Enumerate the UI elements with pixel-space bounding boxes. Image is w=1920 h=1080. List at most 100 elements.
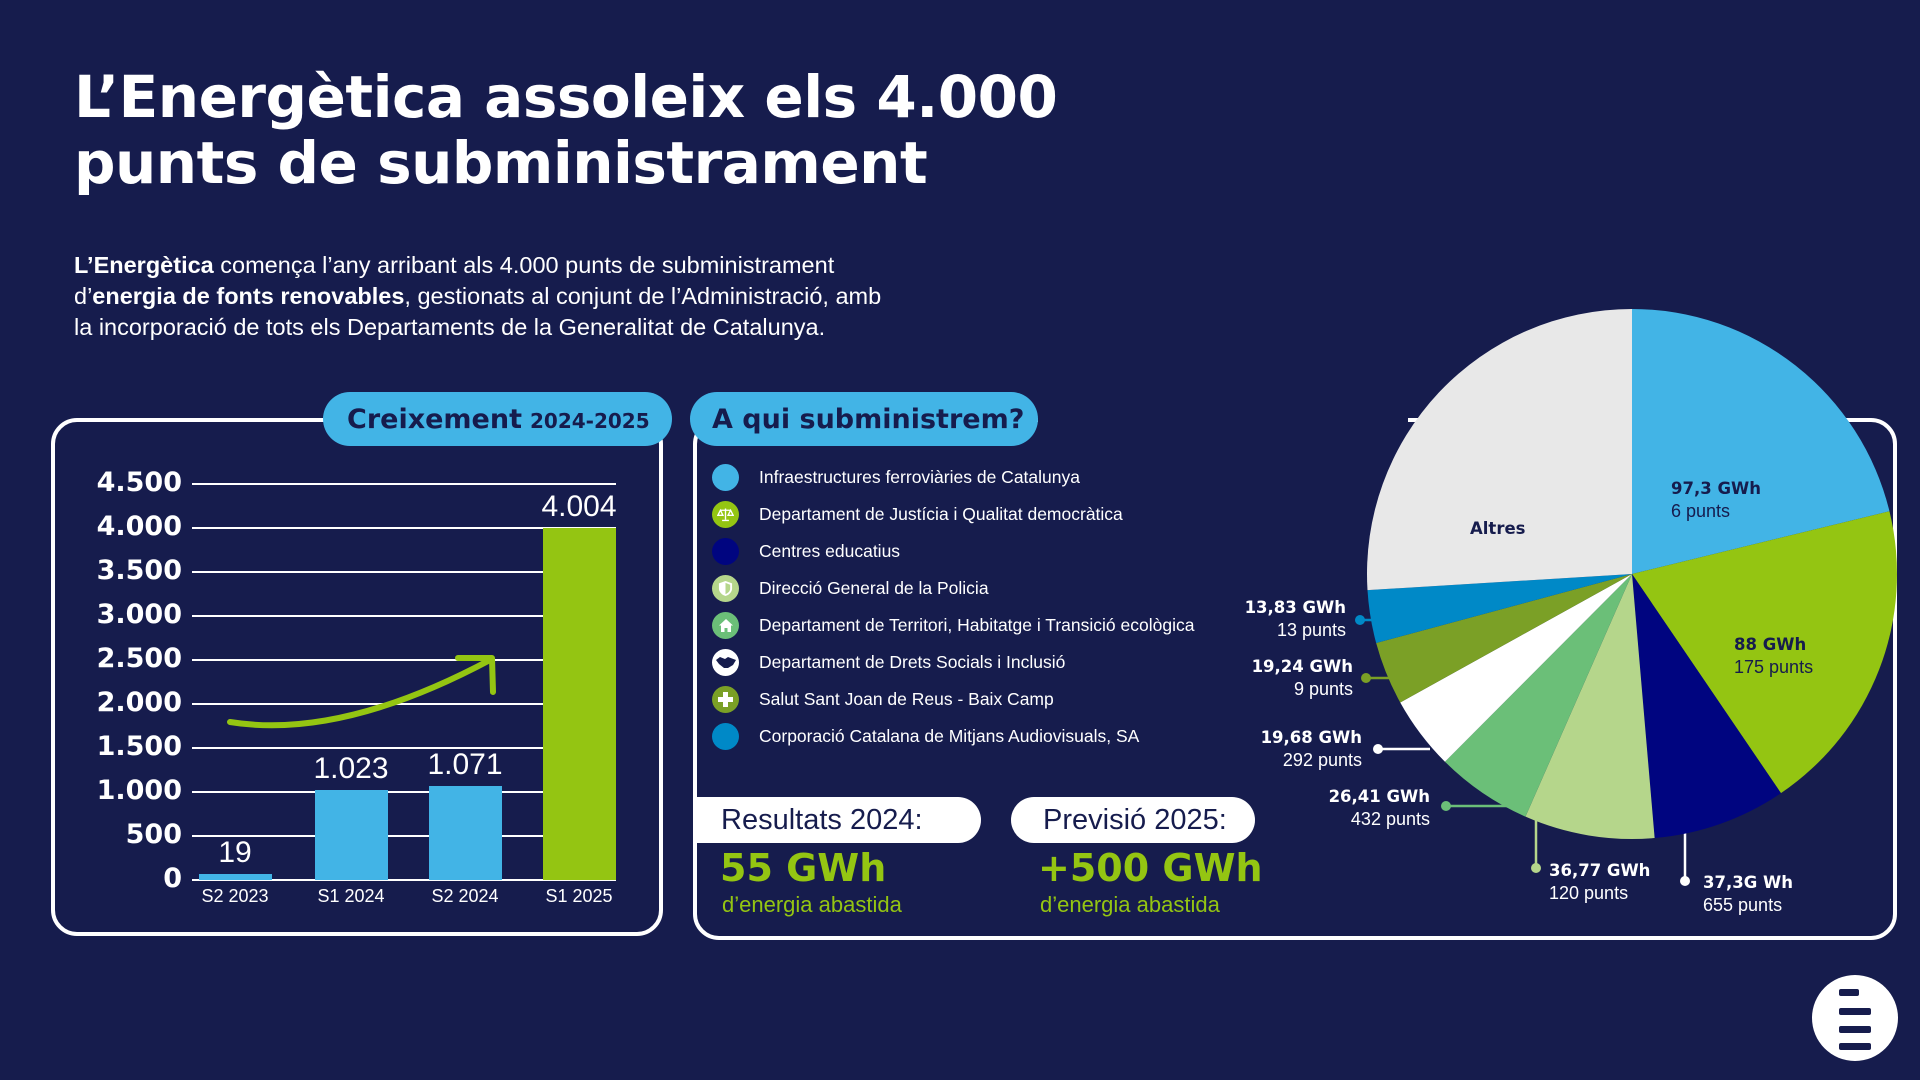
slice-points: 120 punts xyxy=(1549,883,1629,903)
legend-label: Infraestructures ferroviàries de Catalun… xyxy=(759,466,1080,487)
slice-points: 13 punts xyxy=(1276,620,1346,640)
legend-label: Direcció General de la Policia xyxy=(759,577,989,598)
slice-points: 9 punts xyxy=(1293,679,1353,699)
growth-title-years: 2024-2025 xyxy=(530,409,650,433)
leader-dot xyxy=(1441,801,1451,811)
bar-value-label: 1.023 xyxy=(313,751,389,785)
gridline xyxy=(192,571,616,573)
slice-gwh: 88 GWh xyxy=(1734,635,1807,654)
pie-slice-label: 26,41 GWh 432 punts xyxy=(1329,786,1430,830)
scales-icon xyxy=(712,500,739,528)
slice-points: 6 punts xyxy=(1671,501,1731,521)
slice-points: 432 punts xyxy=(1350,809,1430,829)
intro-brand: L’Energètica xyxy=(74,252,214,278)
gridline xyxy=(192,791,616,793)
plain-dot-icon xyxy=(712,463,739,491)
plain-dot-icon xyxy=(712,722,739,750)
y-axis-tick-label: 1.000 xyxy=(96,775,182,806)
pie-slice xyxy=(1632,574,1781,839)
bar xyxy=(199,874,272,880)
gridline xyxy=(192,703,616,705)
y-axis-tick-label: 2.500 xyxy=(96,643,182,674)
plain-dot-icon xyxy=(712,537,739,565)
slice-gwh: 19,68 GWh xyxy=(1260,728,1362,747)
legend-item: Infraestructures ferroviàries de Catalun… xyxy=(712,462,1080,492)
bar-value-label: 1.071 xyxy=(427,747,503,781)
intro-highlight: energia de fonts renovables xyxy=(92,283,405,309)
gridline xyxy=(192,483,616,485)
bar-value-label: 19 xyxy=(218,836,252,869)
bar-value-label: 4.004 xyxy=(541,489,617,523)
legend-item: Departament de Territori, Habitatge i Tr… xyxy=(712,610,1194,640)
legend-label: Salut Sant Joan de Reus - Baix Camp xyxy=(759,688,1054,709)
slice-gwh: 37,3G Wh xyxy=(1703,873,1793,892)
pie-slice xyxy=(1632,511,1897,794)
y-axis-tick-label: 3.000 xyxy=(96,599,182,630)
legend-item: Centres educatius xyxy=(712,536,900,566)
results-2024-value: 55 GWh xyxy=(720,846,887,890)
pie-slice-label: 97,3 GWh 6 punts xyxy=(1671,478,1761,522)
leader-dot xyxy=(1680,876,1690,886)
panel-border-gap xyxy=(1038,414,1408,426)
pie-slice xyxy=(1367,574,1632,644)
results-2024-label: Resultats 2024: xyxy=(693,797,981,843)
x-axis-label: S2 2024 xyxy=(431,886,499,906)
legend-label: Departament de Territori, Habitatge i Tr… xyxy=(759,614,1195,635)
leader-dot xyxy=(1355,615,1365,625)
intro-text-1: comença l’any arribant als 4.000 punts d… xyxy=(213,252,835,278)
pie-slice-label: 19,24 GWh 9 punts xyxy=(1252,656,1353,700)
slice-gwh: 26,41 GWh xyxy=(1328,787,1430,806)
pie-slice xyxy=(1632,309,1890,574)
leader-dot xyxy=(1373,744,1383,754)
bar xyxy=(429,785,502,880)
gridline xyxy=(192,527,616,529)
forecast-2025-subtitle: d’energia abastida xyxy=(1040,892,1220,917)
intro-text-2b: , gestionats al conjunt de l’Administrac… xyxy=(404,283,882,309)
slice-gwh: 36,77 GWh xyxy=(1549,861,1651,880)
x-axis-label: S1 2025 xyxy=(545,886,613,906)
legend-label: Departament de Drets Socials i Inclusió xyxy=(759,651,1066,672)
slice-altres-label: Altres xyxy=(1470,519,1526,538)
slice-points: 175 punts xyxy=(1734,657,1814,677)
y-axis-tick-label: 2.000 xyxy=(96,687,182,718)
intro-text-3: la incorporació de tots els Departaments… xyxy=(74,314,826,340)
legend-label: Departament de Justícia i Qualitat democ… xyxy=(759,503,1123,524)
pie-slice xyxy=(1400,574,1632,762)
pie-slice xyxy=(1525,574,1655,839)
pie-slice xyxy=(1367,309,1632,591)
y-axis-tick-label: 4.000 xyxy=(96,511,182,542)
legend-item: Corporació Catalana de Mitjans Audiovisu… xyxy=(712,721,1139,751)
legend-item: Salut Sant Joan de Reus - Baix Camp xyxy=(712,684,1054,714)
legend-item: Direcció General de la Policia xyxy=(712,573,989,603)
forecast-2025-label: Previsió 2025: xyxy=(1011,797,1255,843)
bar xyxy=(543,527,616,880)
supply-panel-title: A qui subministrem? xyxy=(690,392,1038,446)
house-icon xyxy=(712,611,739,639)
y-axis-tick-label: 0 xyxy=(163,863,182,894)
pie-slice-label: 13,83 GWh 13 punts xyxy=(1245,597,1346,641)
legend-item: Departament de Justícia i Qualitat democ… xyxy=(712,499,1123,529)
pie-slice-label: 19,68 GWh 292 punts xyxy=(1261,727,1362,771)
legend-label: Centres educatius xyxy=(759,540,901,561)
slice-gwh: 13,83 GWh xyxy=(1244,598,1346,617)
slice-points: 655 punts xyxy=(1703,895,1783,915)
title-line-1: L’Energètica assoleix els 4.000 xyxy=(74,63,1058,131)
title-line-2: punts de subministrament xyxy=(74,129,928,197)
intro-paragraph: L’Energètica comença l’any arribant als … xyxy=(74,250,974,343)
handshake-icon xyxy=(712,648,739,676)
pie-slice-label: 37,3G Wh 655 punts xyxy=(1703,872,1793,916)
plus-cross-icon xyxy=(712,685,739,713)
gridline xyxy=(192,835,616,837)
leader-dot xyxy=(1361,673,1371,683)
leader-dot xyxy=(1531,863,1541,873)
x-axis-label: S1 2024 xyxy=(317,886,385,906)
pie-slice-label: Altres xyxy=(1470,518,1525,540)
growth-title-text: Creixement xyxy=(347,403,522,435)
forecast-2025-value: +500 GWh xyxy=(1038,846,1263,890)
slice-gwh: 97,3 GWh xyxy=(1671,479,1761,498)
pie-slice xyxy=(1444,574,1632,817)
growth-arrow-icon xyxy=(227,655,496,729)
pie-slice-label: 88 GWh 175 punts xyxy=(1734,634,1813,678)
gridline xyxy=(192,879,616,881)
